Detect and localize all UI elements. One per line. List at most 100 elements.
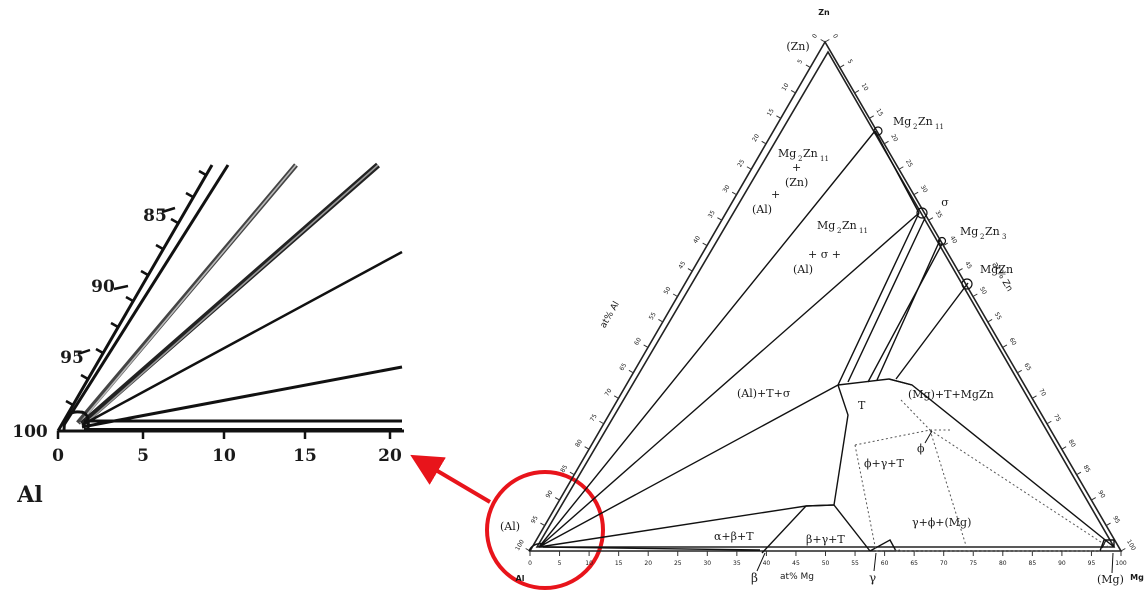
tick-mark — [957, 268, 963, 272]
label-zn-phase: (Zn) — [786, 40, 809, 53]
label-sigma: σ — [941, 196, 949, 209]
tick-label: 30 — [703, 560, 711, 567]
inset-y-tick-100: 100 — [12, 422, 48, 442]
tick-label: 95 — [1088, 560, 1096, 567]
label-region-mg2zn11-zn-al: Mg 2 Zn 11 + (Zn) + (Al) — [752, 147, 829, 216]
inset-plot: 0 5 10 15 20 100 95 90 85 — [12, 162, 404, 508]
inset-x-tick-10: 10 — [212, 446, 236, 466]
inset-x-tick-5: 5 — [137, 446, 149, 466]
label-mg-t-mgzn: (Mg)+T+MgZn — [908, 388, 994, 401]
label-phi: ϕ — [917, 442, 925, 455]
tick-label: 70 — [604, 387, 614, 397]
tick-label: 70 — [1037, 387, 1047, 397]
inset-left-major-ticks — [77, 206, 176, 356]
bottom-axis-title: at% Mg — [780, 572, 814, 582]
tick-mark — [1120, 548, 1126, 552]
tick-mark — [761, 140, 767, 145]
inset-y-tick-95: 95 — [60, 348, 84, 368]
tick-mark — [702, 242, 708, 247]
tick-label: 0 — [528, 560, 532, 567]
tick-mark — [805, 64, 811, 68]
label-mg2zn3: Mg 2 Zn 3 — [960, 225, 1006, 241]
tick-label: 15 — [874, 108, 884, 118]
tick-label: 30 — [919, 184, 929, 194]
tick-label: 40 — [692, 235, 702, 245]
tick-label: 15 — [766, 107, 776, 117]
ternary-frame — [528, 40, 1123, 552]
tick-mark — [599, 420, 605, 425]
tick-label: 100 — [514, 538, 526, 552]
dotted-boundaries — [854, 399, 1111, 553]
bottom-edge-tick-labels: 0 5 10 15 20 25 30 35 40 45 50 55 60 65 70 75 80 85 90 95 10… — [528, 560, 1127, 567]
highlight-circle — [485, 470, 605, 590]
tick-mark — [883, 140, 889, 145]
tick-mark — [898, 166, 904, 170]
leader-lines — [756, 430, 1114, 574]
tick-label: 75 — [969, 560, 977, 567]
tick-label: 70 — [940, 560, 948, 567]
tick-label: 10 — [585, 560, 593, 567]
tick-mark — [854, 89, 860, 94]
svg-text:Zn: Zn — [918, 115, 933, 128]
tick-mark — [1061, 446, 1067, 450]
inset-y-tick-85: 85 — [143, 206, 167, 226]
tick-label: 35 — [707, 209, 717, 219]
tick-mark — [1076, 471, 1082, 476]
tick-mark — [717, 217, 723, 221]
svg-text:Zn: Zn — [985, 225, 1000, 238]
label-t: T — [858, 399, 866, 412]
svg-text:+: + — [792, 161, 801, 174]
tick-label: 55 — [851, 560, 859, 567]
svg-text:Mg: Mg — [817, 219, 835, 232]
tick-label: 85 — [1029, 560, 1037, 567]
tick-mark — [569, 471, 575, 476]
tick-label: 65 — [618, 362, 628, 372]
label-region-mg2zn11-sigma-al: Mg 2 Zn 11 + σ + (Al) — [793, 219, 868, 276]
inset-y-tick-90: 90 — [91, 277, 115, 297]
tick-label: 5 — [558, 560, 562, 567]
tick-label: 5 — [796, 58, 804, 65]
tick-label: 10 — [781, 82, 791, 92]
tick-mark — [658, 319, 664, 323]
tick-mark — [869, 115, 874, 119]
label-alpha-beta-t: α+β+T — [714, 530, 754, 543]
tick-label: 50 — [978, 286, 988, 296]
tick-mark — [540, 522, 546, 526]
tick-label: 85 — [559, 464, 569, 474]
tick-label: 45 — [963, 260, 973, 270]
tick-mark — [790, 89, 796, 94]
tick-mark — [643, 344, 649, 348]
tick-label: 65 — [910, 560, 918, 567]
tick-label: 55 — [648, 311, 658, 321]
tick-mark — [928, 217, 934, 221]
label-al-corner: (Al) — [500, 520, 520, 533]
tick-label: 75 — [1052, 413, 1062, 423]
inset-left-ticks — [65, 169, 207, 407]
tick-label: 100 — [1115, 560, 1127, 567]
tick-label: 60 — [1008, 337, 1018, 347]
tick-label: 45 — [792, 560, 800, 567]
tick-label: 60 — [881, 560, 889, 567]
tick-mark — [746, 166, 752, 170]
inset-x-ticks — [56, 431, 392, 439]
tick-mark — [1046, 420, 1052, 425]
tick-mark — [731, 191, 737, 196]
svg-text:(Al): (Al) — [752, 203, 772, 216]
callout-arrow — [410, 454, 492, 504]
label-mgzn: MgZn — [980, 263, 1013, 276]
svg-text:Mg: Mg — [960, 225, 978, 238]
tick-mark — [913, 191, 919, 196]
svg-text:11: 11 — [859, 227, 868, 235]
ternary-diagram: Zn Al Mg 1009590858075706560555045403530… — [500, 8, 1144, 586]
tick-label: 80 — [574, 438, 584, 448]
tick-label: 10 — [860, 82, 870, 92]
tick-mark — [987, 319, 993, 323]
tick-label: 40 — [948, 235, 958, 245]
tick-mark — [672, 293, 678, 297]
svg-text:+: + — [771, 188, 780, 201]
tick-label: 50 — [663, 286, 673, 296]
left-edge-tick-labels: 1009590858075706560555045403530252015105… — [514, 33, 819, 552]
tick-label: 50 — [822, 560, 830, 567]
svg-text:2: 2 — [837, 227, 841, 235]
compound-markers — [873, 126, 1107, 549]
